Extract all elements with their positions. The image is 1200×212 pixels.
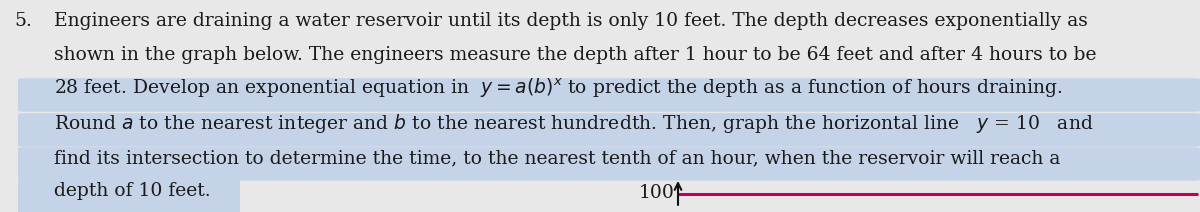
- Text: 100: 100: [638, 184, 674, 202]
- Text: 28 feet. Develop an exponential equation in  $y = a(b)^{x}$ to predict the depth: 28 feet. Develop an exponential equation…: [54, 77, 1062, 100]
- Text: Round $a$ to the nearest integer and $b$ to the nearest hundredth. Then, graph t: Round $a$ to the nearest integer and $b$…: [54, 112, 1093, 135]
- FancyBboxPatch shape: [18, 147, 1200, 181]
- Text: shown in the graph below. The engineers measure the depth after 1 hour to be 64 : shown in the graph below. The engineers …: [54, 46, 1097, 64]
- Text: find its intersection to determine the time, to the nearest tenth of an hour, wh: find its intersection to determine the t…: [54, 149, 1061, 167]
- Text: depth of 10 feet.: depth of 10 feet.: [54, 182, 211, 200]
- FancyBboxPatch shape: [18, 78, 1200, 112]
- FancyBboxPatch shape: [18, 113, 1200, 147]
- Text: 5.: 5.: [14, 13, 32, 31]
- Text: Engineers are draining a water reservoir until its depth is only 10 feet. The de: Engineers are draining a water reservoir…: [54, 13, 1088, 31]
- FancyBboxPatch shape: [18, 180, 240, 212]
